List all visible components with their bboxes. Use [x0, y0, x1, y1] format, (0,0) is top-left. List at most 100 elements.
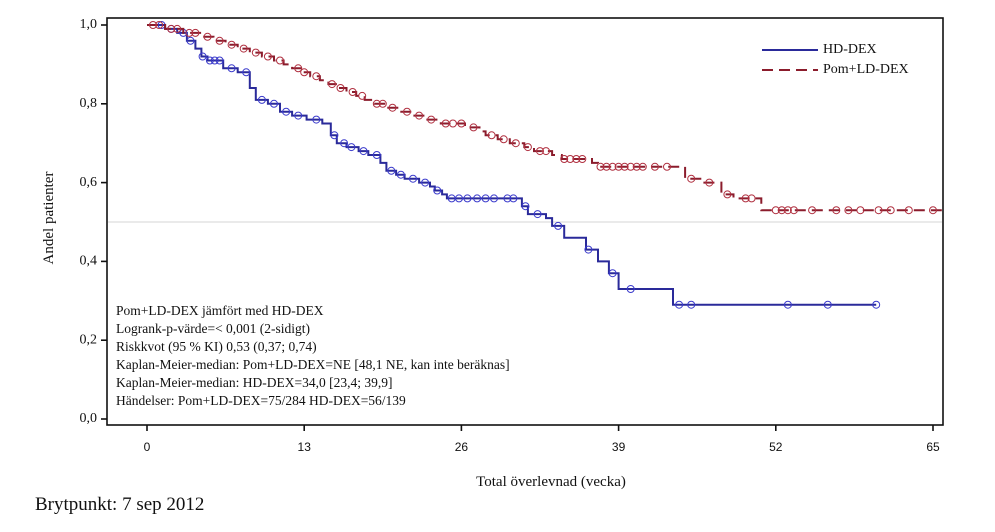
- censor-mark-pom-ld-dex: [487, 131, 496, 140]
- censor-mark-hd-dex: [210, 56, 219, 65]
- censor-mark-hd-dex: [463, 194, 472, 203]
- x-tick-label: 52: [769, 440, 783, 454]
- censor-mark-pom-ld-dex: [191, 28, 200, 37]
- censor-mark-pom-ld-dex: [499, 135, 508, 144]
- censor-mark-pom-ld-dex: [469, 123, 478, 132]
- legend-label-pom-ld-dex: Pom+LD-DEX: [823, 62, 909, 77]
- censor-mark-pom-ld-dex: [294, 64, 303, 73]
- y-axis-ticks: 0,0 0,2 0,4 0,6 0,8 1,0: [80, 17, 107, 426]
- censor-mark-pom-ld-dex: [783, 206, 792, 215]
- censor-mark-hd-dex: [312, 115, 321, 124]
- censor-mark-pom-ld-dex: [832, 206, 841, 215]
- censor-mark-pom-ld-dex: [663, 162, 671, 171]
- censor-mark-pom-ld-dex: [687, 174, 696, 183]
- censor-mark-pom-ld-dex: [536, 147, 544, 156]
- censor-mark-pom-ld-dex: [348, 88, 357, 96]
- y-tick-label: 0,2: [80, 332, 98, 347]
- annotation-line: Kaplan-Meier-median: Pom+LD-DEX=NE [48,1…: [116, 357, 510, 372]
- censor-mark-hd-dex: [294, 111, 303, 120]
- y-tick-label: 0,8: [80, 96, 98, 111]
- censor-mark-pom-ld-dex: [705, 178, 714, 187]
- y-tick-label: 0,0: [80, 411, 98, 426]
- censor-mark-pom-ld-dex: [185, 28, 194, 37]
- censor-mark-hd-dex: [347, 143, 356, 152]
- censor-mark-pom-ld-dex: [149, 21, 157, 29]
- censor-mark-pom-ld-dex: [608, 162, 617, 171]
- censor-mark-pom-ld-dex: [336, 84, 345, 92]
- censor-mark-pom-ld-dex: [723, 190, 732, 199]
- censor-mark-hd-dex: [608, 269, 617, 278]
- censor-mark-pom-ld-dex: [771, 206, 780, 215]
- censor-mark-pom-ld-dex: [415, 111, 424, 120]
- annotation-line: Logrank-p-värde=< 0,001 (2-sidigt): [116, 321, 310, 336]
- censor-mark-pom-ld-dex: [620, 162, 629, 171]
- censor-mark-pom-ld-dex: [572, 155, 581, 163]
- y-tick-label: 1,0: [80, 17, 98, 32]
- censor-mark-hd-dex: [490, 194, 498, 203]
- censor-mark-hd-dex: [227, 64, 236, 73]
- censor-mark-hd-dex: [409, 174, 417, 183]
- censor-mark-pom-ld-dex: [378, 99, 387, 108]
- censor-mark-pom-ld-dex: [388, 103, 397, 112]
- censor-mark-pom-ld-dex: [602, 162, 611, 171]
- x-tick-label: 0: [144, 440, 151, 454]
- censor-mark-hd-dex: [823, 300, 832, 309]
- censor-mark-hd-dex: [584, 245, 593, 254]
- censor-mark-hd-dex: [521, 202, 530, 211]
- censor-mark-hd-dex: [509, 194, 518, 203]
- censor-mark-hd-dex: [687, 300, 696, 309]
- x-axis-label: Total överlevnad (vecka): [476, 474, 626, 490]
- series-hd-dex: [147, 21, 881, 309]
- series-pom-ld-dex: [147, 21, 942, 215]
- legend-label-hd-dex: HD-DEX: [823, 42, 877, 57]
- censor-mark-hd-dex: [783, 300, 792, 309]
- censor-mark-pom-ld-dex: [239, 44, 248, 53]
- km-curve-pom-ld-dex: [147, 24, 942, 212]
- censor-mark-pom-ld-dex: [276, 56, 284, 65]
- censor-mark-pom-ld-dex: [312, 72, 321, 81]
- censor-mark-pom-ld-dex: [741, 194, 750, 203]
- censor-mark-hd-dex: [198, 52, 207, 61]
- censor-mark-pom-ld-dex: [596, 162, 605, 171]
- censor-mark-pom-ld-dex: [566, 155, 575, 163]
- censor-mark-pom-ld-dex: [358, 91, 367, 100]
- censor-mark-pom-ld-dex: [874, 206, 883, 215]
- censor-mark-pom-ld-dex: [904, 206, 913, 215]
- censor-mark-pom-ld-dex: [427, 115, 436, 124]
- censor-mark-pom-ld-dex: [777, 206, 786, 215]
- x-tick-label: 39: [612, 440, 626, 454]
- censor-mark-pom-ld-dex: [457, 119, 466, 128]
- censor-mark-hd-dex: [340, 139, 349, 148]
- x-tick-label: 26: [455, 440, 469, 454]
- censor-mark-pom-ld-dex: [638, 162, 647, 171]
- annotation-line: Kaplan-Meier-median: HD-DEX=34,0 [23,4; …: [116, 375, 393, 390]
- censor-mark-hd-dex: [205, 56, 214, 65]
- censor-mark-hd-dex: [186, 36, 195, 45]
- censor-mark-pom-ld-dex: [789, 206, 798, 215]
- censor-mark-pom-ld-dex: [155, 21, 164, 29]
- censor-mark-pom-ld-dex: [448, 119, 457, 128]
- censor-mark-hd-dex: [242, 68, 251, 77]
- censor-mark-pom-ld-dex: [167, 24, 176, 33]
- censor-mark-pom-ld-dex: [300, 68, 309, 77]
- censor-mark-hd-dex: [503, 194, 512, 203]
- censor-mark-pom-ld-dex: [227, 40, 236, 49]
- censor-mark-pom-ld-dex: [511, 139, 520, 148]
- censor-mark-pom-ld-dex: [632, 162, 641, 171]
- censor-mark-pom-ld-dex: [626, 162, 635, 171]
- censor-mark-hd-dex: [675, 300, 684, 309]
- annotation-line: Händelser: Pom+LD-DEX=75/284 HD-DEX=56/1…: [116, 393, 406, 408]
- censor-mark-pom-ld-dex: [560, 155, 569, 163]
- censor-mark-pom-ld-dex: [650, 162, 659, 171]
- censor-mark-hd-dex: [396, 170, 405, 179]
- censor-mark-hd-dex: [433, 186, 442, 195]
- annotation-line: Pom+LD-DEX jämfört med HD-DEX: [116, 303, 324, 318]
- censor-mark-hd-dex: [359, 147, 368, 156]
- censor-mark-pom-ld-dex: [523, 143, 532, 152]
- censor-mark-pom-ld-dex: [747, 194, 756, 203]
- censor-mark-pom-ld-dex: [856, 206, 865, 215]
- censor-mark-pom-ld-dex: [542, 147, 550, 156]
- censor-mark-hd-dex: [626, 285, 635, 293]
- censor-mark-hd-dex: [554, 221, 563, 230]
